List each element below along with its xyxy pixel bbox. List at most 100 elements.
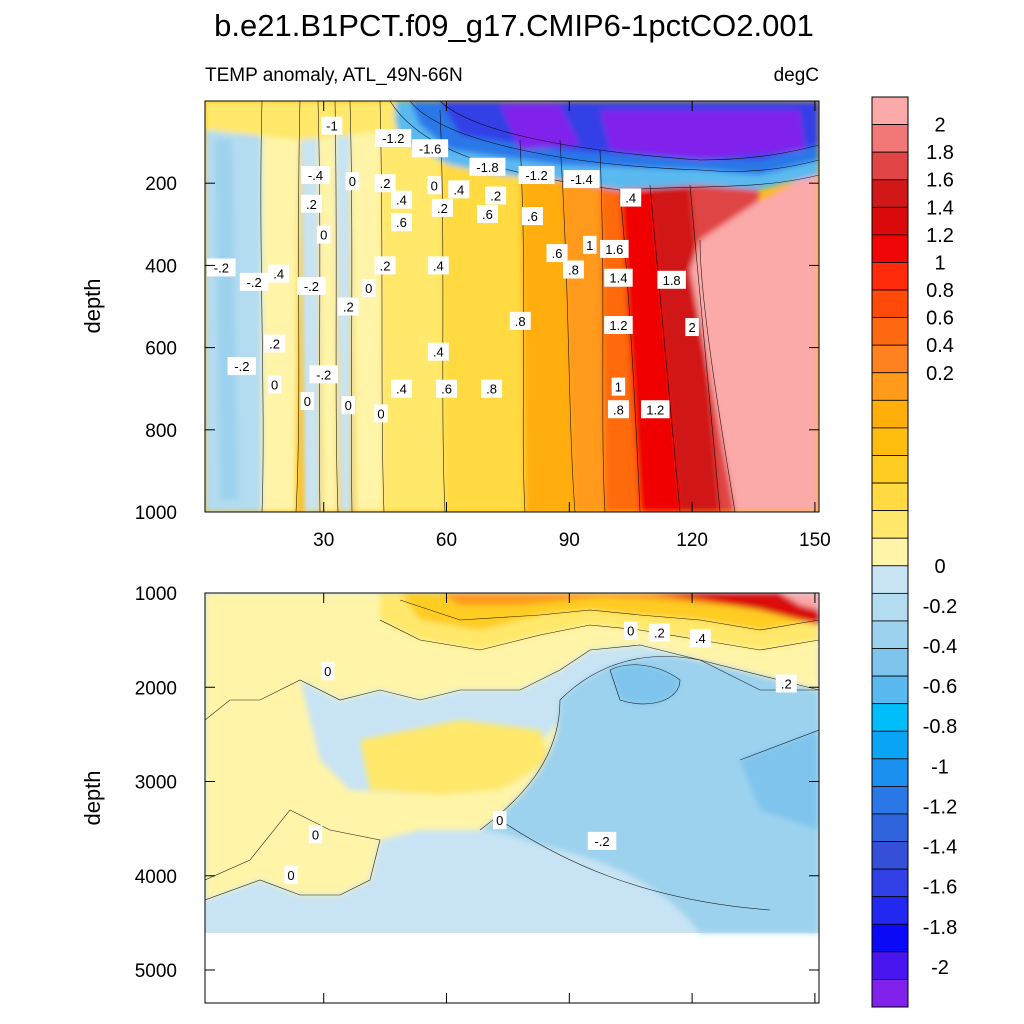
contour-label-text: 0 — [377, 406, 384, 421]
contour-label: 0 — [374, 404, 388, 423]
contour-label: .4 — [390, 379, 412, 398]
colorbar-swatch — [871, 868, 909, 898]
contour-label-text: .4 — [695, 631, 706, 646]
colorbar-swatch — [871, 951, 909, 980]
colorbar-swatch — [871, 234, 909, 263]
contour-label: .4 — [689, 629, 711, 648]
y-tick-label: 200 — [145, 174, 177, 195]
colorbar-swatch — [871, 206, 909, 236]
colorbar-label: -1.8 — [923, 917, 957, 939]
contour-label-text: .6 — [552, 246, 563, 261]
contour-label-text: .2 — [343, 300, 354, 315]
contour-label-text: 1.2 — [646, 402, 664, 417]
contour-label-text: -1.4 — [570, 172, 592, 187]
contour-label: 1 — [583, 235, 597, 254]
colorbar-label: -0.2 — [923, 596, 957, 618]
contour-label-text: .2 — [654, 626, 665, 641]
contour-label: .4 — [448, 180, 470, 199]
contour-label: .6 — [546, 244, 568, 263]
colorbar-swatch — [871, 179, 909, 208]
contour-label-text: .6 — [441, 382, 452, 397]
x-tick-label: 30 — [313, 530, 334, 551]
contour-label: 1.6 — [600, 239, 629, 258]
contour-label-text: .6 — [396, 215, 407, 230]
colorbar-label: 0.2 — [926, 363, 954, 385]
x-tick-label: 150 — [799, 530, 831, 551]
contour-label: .4 — [427, 342, 449, 361]
colorbar-label: -1.6 — [923, 877, 957, 899]
contour-label: .2 — [775, 674, 797, 693]
colorbar-swatch — [871, 703, 909, 732]
contour-label: .6 — [436, 379, 458, 398]
contour-label-text: .8 — [486, 382, 497, 397]
contour-label-text: -.2 — [234, 359, 249, 374]
colorbar-swatch — [871, 124, 909, 153]
contour-label-text: -.2 — [304, 279, 319, 294]
colorbar-swatch — [871, 289, 909, 319]
upper-contour-labels: -1 -1.2 -1.6 -1.8 -1.2 -1.4 -.4 0 .2 0 .4 .2 .4 .4 .2.… — [207, 116, 699, 423]
contour-label-text: -1.8 — [476, 160, 498, 175]
contour-label-text: .2 — [380, 176, 391, 191]
colorbar-swatch — [871, 482, 909, 512]
contour-label-text: .2 — [490, 189, 501, 204]
contour-label-text: 1.8 — [663, 273, 681, 288]
contour-label-text: 0 — [496, 813, 503, 828]
contour-label-text: 1.2 — [609, 318, 627, 333]
colorbar-swatch — [871, 399, 909, 429]
contour-label: -1.8 — [469, 157, 506, 176]
colorbar-label: -0.8 — [923, 716, 957, 738]
contour-label: 0 — [492, 811, 507, 830]
contour-label-text: 1.6 — [605, 242, 623, 257]
contour-label-text: .2 — [781, 676, 792, 691]
contour-label: 0 — [427, 176, 441, 195]
colorbar-label: 1.2 — [926, 225, 954, 247]
colorbar-swatch — [871, 565, 909, 594]
contour-label-text: 1.4 — [609, 271, 627, 286]
colorbar: 2 1.8 1.6 1.4 1.2 1 0.8 0.6 0.4 0.2 0 -0.2 -0.4 -0.6 -… — [871, 96, 957, 1008]
contour-label-text: .8 — [515, 314, 526, 329]
contour-label: .2 — [374, 256, 396, 275]
colorbar-label: 1.6 — [926, 170, 954, 192]
contour-label-text: -1.6 — [419, 141, 441, 156]
x-tick-label: 90 — [559, 530, 580, 551]
upper-y-axis-label: depth — [80, 278, 105, 333]
colorbar-swatch — [871, 758, 909, 787]
colorbar-label: -1.4 — [923, 837, 957, 859]
contour-label-text: .2 — [269, 336, 280, 351]
lower-contour-labels: 0 .2 .4 .2 0 0 0 -.2 0 — [284, 621, 797, 884]
y-tick-label: 400 — [145, 256, 177, 277]
contour-label: -.2 — [239, 272, 269, 291]
colorbar-label: -0.4 — [923, 636, 957, 658]
colorbar-swatch — [871, 344, 909, 374]
colorbar-label: -2 — [931, 957, 949, 979]
contour-label: .4 — [268, 264, 290, 283]
colorbar-swatch — [871, 620, 909, 649]
colorbar-label: 1.4 — [926, 197, 954, 219]
contour-label: .6 — [476, 205, 498, 224]
contour-label: 1 — [611, 377, 626, 396]
contour-label-text: 1 — [586, 238, 593, 253]
contour-label-text: -1 — [326, 119, 338, 134]
y-tick-label: 2000 — [135, 678, 177, 699]
lower-axis-ticks: 1000 2000 3000 4000 5000 — [135, 584, 819, 1003]
contour-label: 0 — [623, 621, 638, 640]
contour-label: 0 — [267, 375, 282, 394]
contour-label-text: 0 — [324, 664, 331, 679]
y-tick-label: 1000 — [135, 584, 177, 605]
colorbar-swatch — [871, 979, 909, 1008]
contour-label: .6 — [521, 207, 543, 226]
contour-label: -1.2 — [375, 128, 412, 147]
colorbar-swatch — [871, 510, 909, 539]
contour-label: -.2 — [227, 357, 257, 376]
colorbar-swatch — [871, 896, 909, 925]
contour-label-text: .4 — [396, 193, 407, 208]
contour-label-text: 0 — [627, 624, 634, 639]
contour-label-text: 0 — [345, 398, 352, 413]
contour-label-text: -.2 — [594, 834, 609, 849]
colorbar-swatch — [871, 151, 909, 181]
contour-label-text: -.2 — [316, 367, 331, 382]
contour-label-text: .2 — [380, 258, 391, 273]
contour-label-text: -1.2 — [382, 131, 404, 146]
